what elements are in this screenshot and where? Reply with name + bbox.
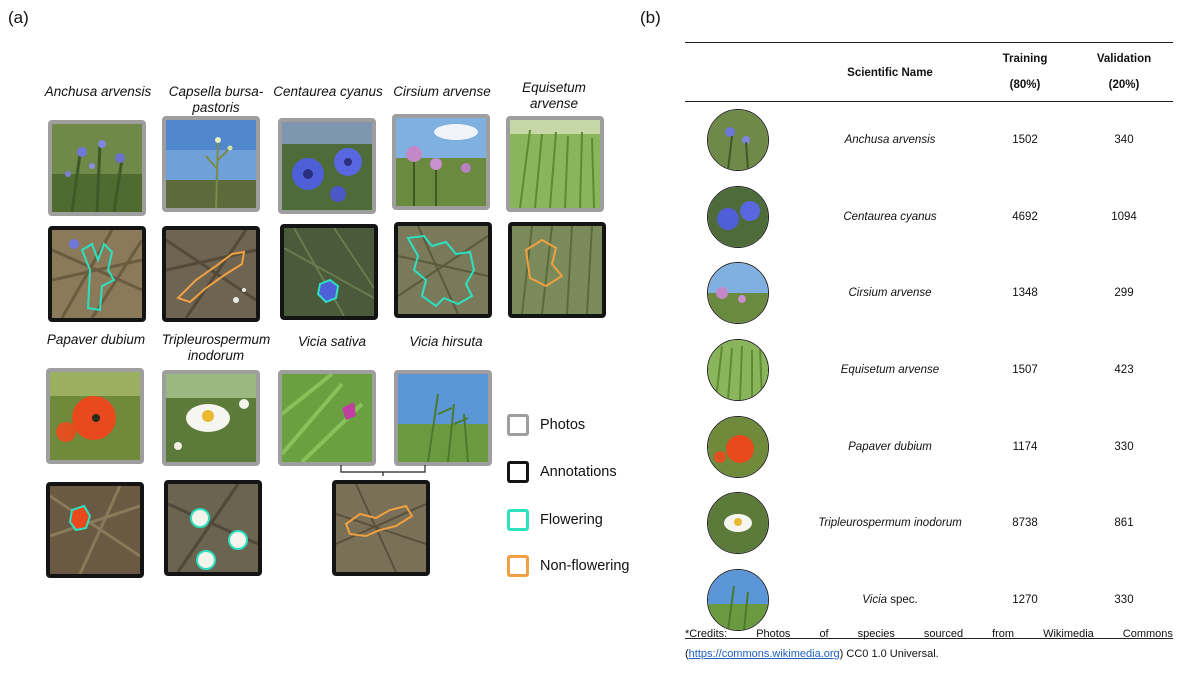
credits-word: Commons (1122, 628, 1173, 640)
credits-license: ) CC0 1.0 Universal. (839, 648, 939, 660)
credits-paren: ( (685, 648, 689, 660)
header-thumb (685, 43, 805, 102)
species-label: Centaurea cyanus (273, 84, 383, 99)
legend-photos-swatch (507, 414, 529, 436)
legend-annotations-label: Annotations (540, 464, 617, 480)
row-validation: 330 (1114, 593, 1134, 606)
table-row: Centaurea cyanus 4692 1094 (685, 179, 1173, 256)
row-scientific-name: Vicia spec. (862, 593, 918, 606)
credits-line-2: (https://commons.wikimedia.org) CC0 1.0 … (685, 644, 1173, 664)
header-training-line1: Training (1002, 53, 1048, 65)
species-label: Capsella bursa-pastoris (168, 84, 264, 115)
row-validation: 330 (1114, 440, 1134, 453)
annotation-capsella-bursa-pastoris (162, 226, 260, 322)
credits-word: Photos (756, 628, 791, 640)
header-scientific-name: Scientific Name (847, 67, 933, 79)
row-scientific-name: Anchusa arvensis (844, 134, 936, 147)
row-validation: 299 (1114, 287, 1134, 300)
row-scientific-name: Centaurea cyanus (843, 210, 937, 223)
vicia-bracket (340, 465, 426, 476)
thumb-equisetum-arvense (707, 339, 769, 402)
credits-word: *Credits: (685, 628, 728, 640)
table-row: Vicia spec. 1270 330 (685, 562, 1173, 639)
species-label: Vicia sativa (297, 334, 367, 349)
annotation-anchusa-arvensis (48, 226, 146, 322)
header-training-line2: (80%) (1009, 79, 1041, 91)
credits-word: sourced (923, 628, 964, 640)
legend-annotations-swatch (507, 461, 529, 483)
table-row: Cirsium arvense 1348 299 (685, 255, 1173, 332)
legend-non-flowering-swatch (507, 555, 529, 577)
legend-flowering-label: Flowering (540, 512, 603, 528)
annotation-centaurea-cyanus (280, 224, 378, 320)
row-training: 4692 (1012, 210, 1038, 223)
species-label: Papaver dubium (46, 332, 146, 347)
row-scientific-name: Cirsium arvense (848, 287, 932, 300)
legend-photos-label: Photos (540, 417, 586, 433)
table-row: Anchusa arvensis 1502 340 (685, 102, 1173, 179)
panel-a-label: (a) (8, 8, 29, 27)
table-row: Tripleurospermum inodorum 8738 861 (685, 485, 1173, 562)
credits-word: species (857, 628, 895, 640)
row-training: 1174 (1012, 440, 1038, 453)
table-row: Papaver dubium 1174 330 (685, 408, 1173, 485)
species-label: Tripleurospermum inodorum (161, 332, 271, 363)
photo-vicia-hirsuta (394, 370, 492, 466)
species-label: Vicia hirsuta (409, 334, 483, 349)
thumb-anchusa-arvensis (707, 109, 769, 172)
species-label: Cirsium arvense (393, 84, 491, 99)
row-scientific-name: Tripleurospermum inodorum (818, 517, 962, 530)
row-validation: 1094 (1111, 210, 1137, 223)
row-training: 8738 (1012, 517, 1038, 530)
photo-anchusa-arvensis (48, 120, 146, 216)
thumb-tripleurospermum-inodorum (707, 492, 769, 555)
credits-word: from (992, 628, 1015, 640)
thumb-centaurea-cyanus (707, 185, 769, 248)
row-scientific-name: Equisetum arvense (840, 364, 940, 377)
legend-flowering-swatch (507, 509, 529, 531)
annotation-cirsium-arvense (394, 222, 492, 318)
row-validation: 861 (1114, 517, 1134, 530)
credits-word: of (819, 628, 829, 640)
header-training: Training (80%) (975, 43, 1075, 102)
thumb-vicia-spec (707, 568, 769, 631)
header-validation: Validation (20%) (1075, 43, 1173, 102)
photo-equisetum-arvense (506, 116, 604, 212)
thumb-cirsium-arvense (707, 262, 769, 325)
row-training: 1507 (1012, 364, 1038, 377)
row-training: 1348 (1012, 287, 1038, 300)
annotation-vicia (332, 480, 430, 576)
header-validation-line1: Validation (1096, 53, 1152, 65)
photo-capsella-bursa-pastoris (162, 116, 260, 212)
species-label: Equisetum arvense (522, 80, 586, 111)
credits: *Credits: Photos of species sourced from… (685, 624, 1173, 664)
species-table: Scientific Name Training (80%) Validatio… (685, 42, 1173, 639)
row-validation: 423 (1114, 364, 1134, 377)
photo-tripleurospermum-inodorum (162, 370, 260, 466)
credits-word: Wikimedia (1043, 628, 1094, 640)
legend-non-flowering-label: Non-flowering (540, 558, 630, 574)
annotation-equisetum-arvense (508, 222, 606, 318)
row-training: 1270 (1012, 593, 1038, 606)
annotation-papaver-dubium (46, 482, 144, 578)
panel-b-label: (b) (640, 8, 661, 27)
photo-cirsium-arvense (392, 114, 490, 210)
photo-centaurea-cyanus (278, 118, 376, 214)
photo-vicia-sativa (278, 370, 376, 466)
row-validation: 340 (1114, 134, 1134, 147)
header-validation-line2: (20%) (1108, 79, 1140, 91)
table-row: Equisetum arvense 1507 423 (685, 332, 1173, 409)
thumb-papaver-dubium (707, 415, 769, 478)
table-header-row: Scientific Name Training (80%) Validatio… (685, 42, 1173, 102)
row-training: 1502 (1012, 134, 1038, 147)
row-scientific-name: Papaver dubium (848, 440, 932, 453)
wikimedia-link[interactable]: https://commons.wikimedia.org (688, 648, 840, 660)
credits-line-1: *Credits: Photos of species sourced from… (685, 624, 1173, 644)
species-label: Anchusa arvensis (44, 84, 152, 99)
photo-papaver-dubium (46, 368, 144, 464)
annotation-tripleurospermum-inodorum (164, 480, 262, 576)
